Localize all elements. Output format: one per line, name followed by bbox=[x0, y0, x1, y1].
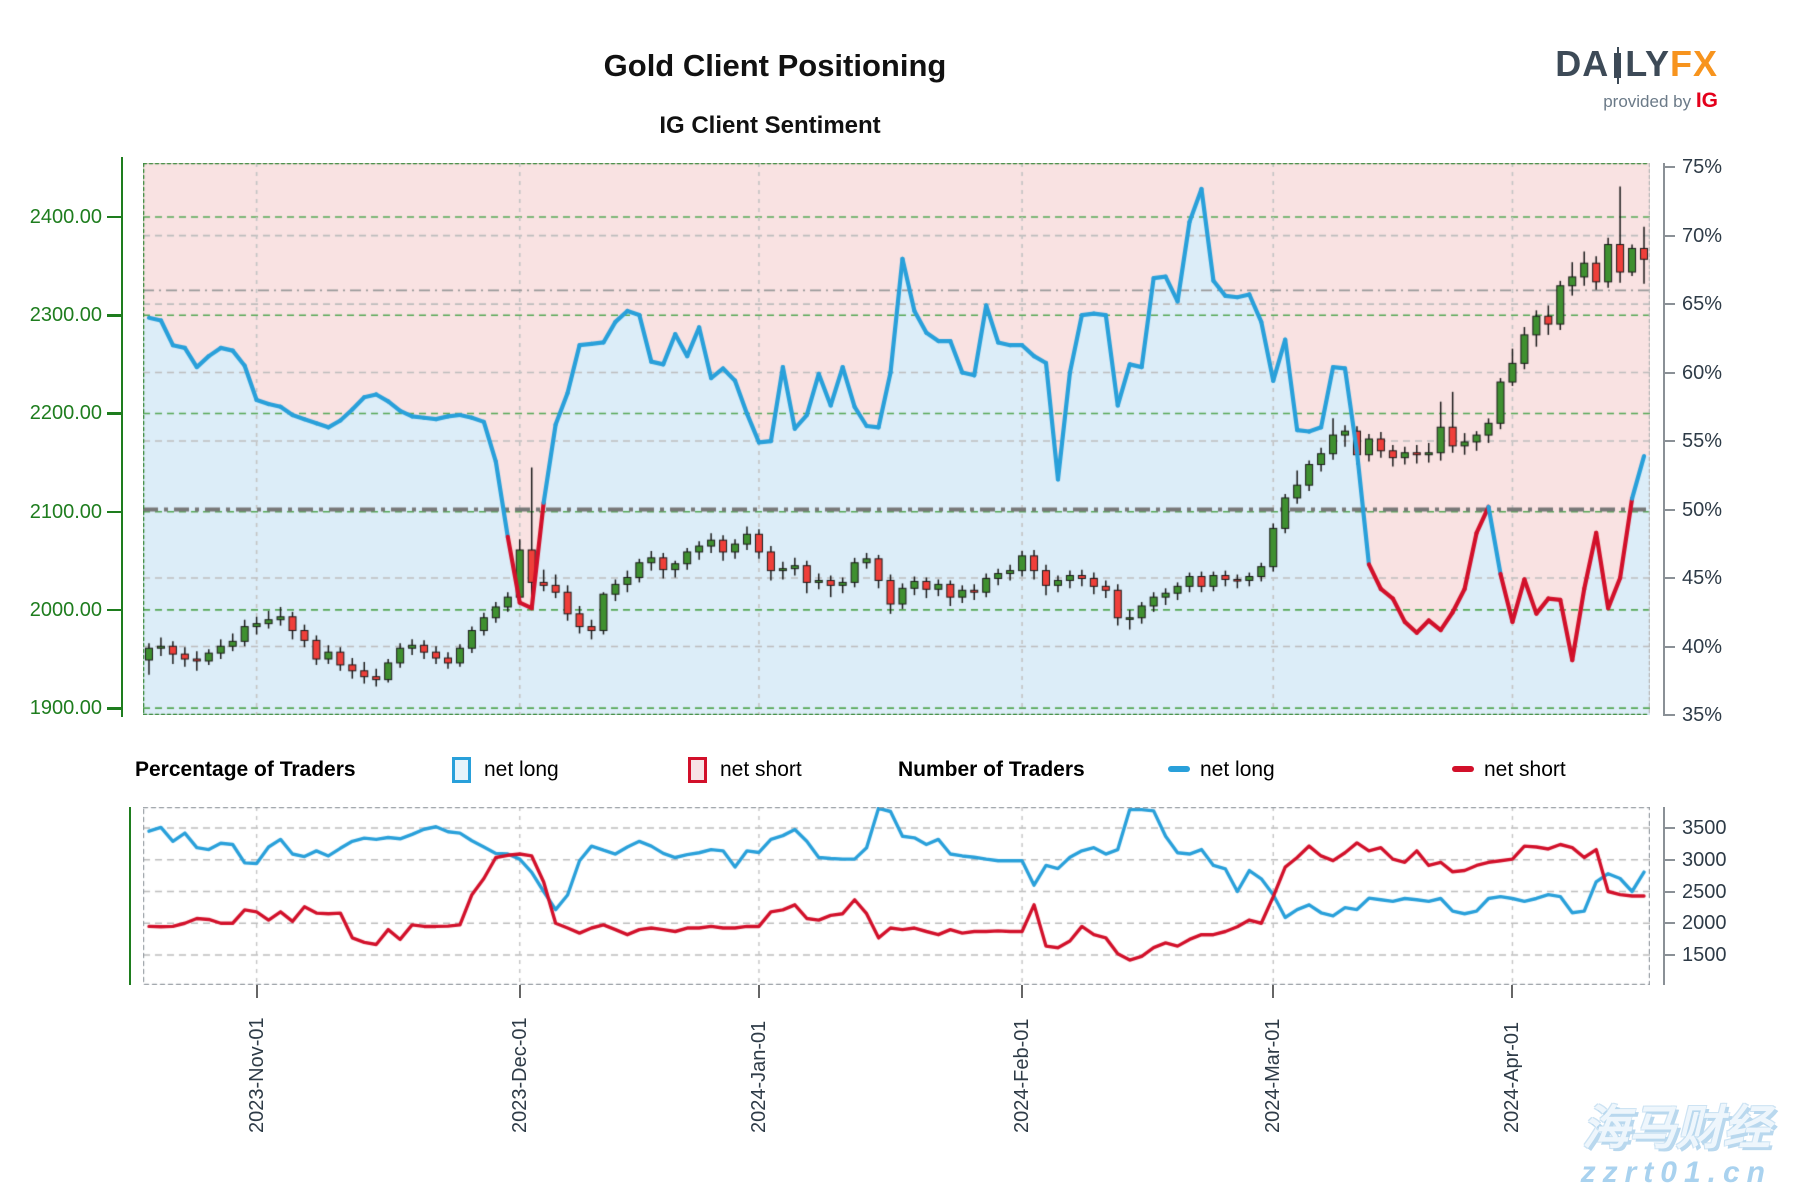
month-tick bbox=[757, 985, 760, 998]
month-tick bbox=[1511, 985, 1514, 998]
pct-tick bbox=[1663, 303, 1675, 306]
ig-logo: IG bbox=[1695, 89, 1718, 112]
count-tick bbox=[1663, 890, 1675, 893]
price-tick-label: 2200.00 bbox=[29, 402, 102, 425]
legend-num-title: Number of Traders bbox=[898, 758, 1085, 781]
pct-tick bbox=[1663, 645, 1675, 648]
pct-tick bbox=[1663, 234, 1675, 237]
page-title: Gold Client Positioning bbox=[603, 48, 947, 83]
pct-tick bbox=[1663, 440, 1675, 443]
month-tick bbox=[255, 985, 258, 998]
price-tick bbox=[107, 216, 122, 219]
month-tick bbox=[1021, 985, 1024, 998]
count-right-axis-spine bbox=[1663, 807, 1665, 985]
count-left-axis-spine bbox=[129, 807, 132, 985]
month-tick bbox=[518, 985, 521, 998]
month-tick bbox=[1272, 985, 1275, 998]
legend-num-short-swatch bbox=[1452, 766, 1474, 772]
watermark: 海马财经 zzrt01.cn bbox=[1581, 1101, 1772, 1190]
pct-tick-label: 65% bbox=[1682, 293, 1723, 316]
pct-tick bbox=[1663, 714, 1675, 716]
legend-pct-long-label: net long bbox=[484, 758, 559, 781]
trader-count-plot bbox=[143, 807, 1650, 985]
x-date-label: 2024-Feb-01 bbox=[1011, 1018, 1034, 1133]
pct-tick bbox=[1663, 166, 1675, 169]
pct-tick bbox=[1663, 371, 1675, 374]
logo-fx: FX bbox=[1669, 43, 1718, 84]
pct-tick-label: 70% bbox=[1682, 224, 1723, 247]
count-tick bbox=[1663, 827, 1675, 829]
legend-pct-title: Percentage of Traders bbox=[135, 758, 356, 781]
price-tick-label: 2000.00 bbox=[29, 598, 102, 621]
legend-num-short-label: net short bbox=[1484, 758, 1566, 781]
legend-num-long-label: net long bbox=[1200, 758, 1275, 781]
x-date-label: 2024-Mar-01 bbox=[1262, 1018, 1285, 1133]
main-right-axis-spine bbox=[1663, 163, 1665, 715]
provided-by: provided by IG bbox=[1555, 90, 1718, 111]
dailyfx-wordmark: DA LYFX bbox=[1555, 43, 1718, 84]
price-tick bbox=[107, 510, 122, 514]
logo-da: DA bbox=[1555, 43, 1610, 84]
legend-row: Percentage of Traders net long net short… bbox=[0, 752, 1800, 792]
count-tick-label: 2500 bbox=[1682, 880, 1727, 903]
count-tick bbox=[1663, 858, 1675, 861]
legend-num-long-swatch bbox=[1168, 766, 1190, 772]
watermark-url: zzrt01.cn bbox=[1580, 1155, 1772, 1189]
pct-tick-label: 75% bbox=[1682, 156, 1723, 179]
pct-tick-label: 50% bbox=[1682, 498, 1723, 521]
pct-tick-label: 40% bbox=[1682, 635, 1723, 658]
count-tick bbox=[1663, 922, 1675, 925]
candlestick-icon bbox=[1614, 47, 1622, 84]
x-date-label: 2024-Apr-01 bbox=[1501, 1021, 1524, 1133]
pct-tick-label: 45% bbox=[1682, 567, 1723, 590]
price-tick bbox=[107, 707, 122, 710]
pct-tick-label: 35% bbox=[1682, 704, 1723, 726]
count-tick-label: 3500 bbox=[1682, 817, 1727, 839]
price-tick-label: 2100.00 bbox=[29, 500, 102, 523]
count-tick bbox=[1663, 954, 1675, 956]
count-tick-label: 1500 bbox=[1682, 944, 1727, 966]
watermark-cn: 海马财经 bbox=[1582, 1101, 1771, 1155]
price-tick bbox=[107, 314, 122, 317]
pct-tick-label: 60% bbox=[1682, 361, 1723, 384]
price-tick bbox=[107, 412, 122, 415]
price-tick-label: 1900.00 bbox=[29, 697, 102, 720]
pct-tick bbox=[1663, 508, 1675, 511]
provided-by-text: provided by bbox=[1603, 92, 1692, 111]
dailyfx-logo: DA LYFX provided by IG bbox=[1555, 43, 1718, 112]
pct-tick-label: 55% bbox=[1682, 430, 1723, 453]
price-sentiment-plot bbox=[143, 163, 1650, 715]
x-date-label: 2023-Dec-01 bbox=[508, 1017, 531, 1133]
price-tick-label: 2300.00 bbox=[29, 304, 102, 327]
logo-ly: LY bbox=[1625, 43, 1670, 84]
x-date-label: 2023-Nov-01 bbox=[245, 1017, 268, 1133]
legend-pct-short-label: net short bbox=[720, 758, 802, 781]
chart-subtitle: IG Client Sentiment bbox=[659, 112, 881, 139]
pct-tick bbox=[1663, 577, 1675, 580]
main-left-axis-spine bbox=[121, 157, 124, 717]
count-tick-label: 2000 bbox=[1682, 912, 1727, 935]
price-tick-label: 2400.00 bbox=[29, 206, 102, 229]
legend-pct-long-swatch bbox=[452, 757, 471, 783]
legend-pct-short-swatch bbox=[688, 757, 707, 783]
x-date-label: 2024-Jan-01 bbox=[747, 1020, 770, 1133]
count-tick-label: 3000 bbox=[1682, 848, 1727, 871]
price-tick bbox=[107, 608, 122, 612]
